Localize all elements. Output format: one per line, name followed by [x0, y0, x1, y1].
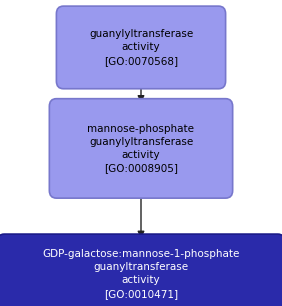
Text: GDP-galactose:mannose-1-phosphate
guanyltransferase
activity
[GO:0010471]: GDP-galactose:mannose-1-phosphate guanyl… [42, 249, 240, 299]
FancyBboxPatch shape [0, 234, 282, 306]
FancyBboxPatch shape [56, 6, 226, 89]
Text: guanylyltransferase
activity
[GO:0070568]: guanylyltransferase activity [GO:0070568… [89, 29, 193, 65]
FancyBboxPatch shape [49, 99, 233, 198]
Text: mannose-phosphate
guanylyltransferase
activity
[GO:0008905]: mannose-phosphate guanylyltransferase ac… [87, 124, 195, 173]
